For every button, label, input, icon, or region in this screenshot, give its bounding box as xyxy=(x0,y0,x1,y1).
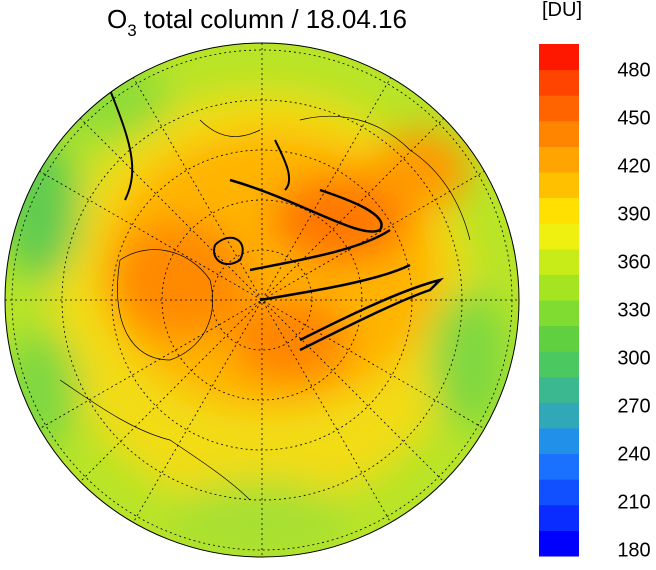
colorbar-tick-label: 330 xyxy=(617,300,650,322)
colorbar-tick-label: 270 xyxy=(617,396,650,418)
colorbar-unit: [DU] xyxy=(542,0,582,21)
contours xyxy=(109,89,445,352)
title-subscript: 3 xyxy=(127,21,136,40)
colorbar-bin xyxy=(539,197,579,224)
colorbar-bin xyxy=(539,172,579,199)
colorbar-tick-label: 420 xyxy=(617,156,650,178)
colorbar-bin xyxy=(539,428,579,455)
colorbar-tick-label: 360 xyxy=(617,252,650,274)
colorbar-tick-label: 240 xyxy=(617,444,650,466)
colorbar-bin xyxy=(539,248,579,275)
colorbar-tick-label: 300 xyxy=(617,348,650,370)
colorbar-bin xyxy=(539,146,579,173)
colorbar-bin xyxy=(539,95,579,122)
colorbar-bin xyxy=(539,530,579,557)
colorbar-bin xyxy=(539,453,579,480)
title-base: O xyxy=(107,4,127,34)
colorbar-tick-label: 180 xyxy=(617,540,650,562)
ozone-field xyxy=(5,43,519,557)
colorbar-bin xyxy=(539,479,579,506)
colorbar: 180 210 240 270 300 330 360 390 420 450 480 xyxy=(539,44,651,562)
colorbar-tick-label: 390 xyxy=(617,204,650,226)
title-rest: total column / 18.04.16 xyxy=(137,4,407,34)
graticule xyxy=(5,43,519,557)
colorbar-bin xyxy=(539,325,579,352)
map-title: O3 total column / 18.04.16 xyxy=(107,4,407,40)
map-border xyxy=(4,42,520,558)
colorbar-tick-label: 450 xyxy=(617,108,650,130)
colorbar-tick-label: 210 xyxy=(617,492,650,514)
colorbar-bin xyxy=(539,504,579,531)
colorbar-bin xyxy=(539,69,579,96)
colorbar-bin xyxy=(539,44,579,71)
colorbar-bin xyxy=(539,274,579,301)
colorbar-bin xyxy=(539,120,579,147)
colorbar-bin xyxy=(539,402,579,429)
colorbar-bin xyxy=(539,223,579,250)
colorbar-bin xyxy=(539,300,579,327)
colorbar-tick-label: 480 xyxy=(617,60,650,82)
coastlines xyxy=(59,115,471,501)
colorbar-bin xyxy=(539,376,579,403)
colorbar-bin xyxy=(539,351,579,378)
